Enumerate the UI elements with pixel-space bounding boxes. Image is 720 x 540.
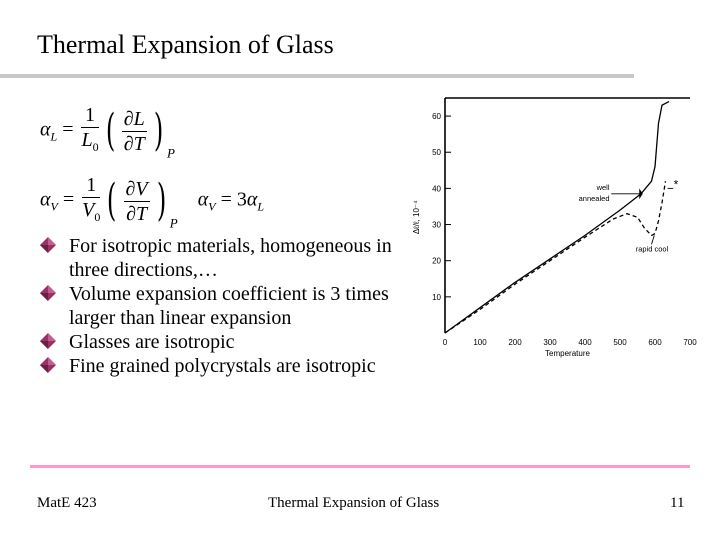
inverse-volume-fraction: 1 V0 [82, 173, 101, 229]
diamond-bullet-icon [40, 333, 56, 349]
x-tick-label: 700 [683, 338, 697, 347]
x-tick-label: 200 [508, 338, 522, 347]
relation-alpha-v-subscript: V [208, 199, 216, 214]
title-divider [0, 74, 634, 78]
denominator-subscript: 0 [94, 210, 101, 224]
x-tick-label: 500 [613, 338, 627, 347]
bullet-item: For isotropic materials, homogeneous in … [40, 234, 420, 282]
alpha-symbol: α [40, 118, 51, 141]
relation-equals-three: = 3 [220, 188, 247, 211]
fraction-numerator: 1 [81, 103, 99, 128]
constant-pressure-subscript: P [169, 215, 178, 231]
bullet-item: Volume expansion coefficient is 3 times … [40, 282, 420, 330]
x-tick-label: 300 [543, 338, 557, 347]
footer-title: Thermal Expansion of Glass [268, 495, 440, 511]
x-tick-label: 0 [443, 338, 448, 347]
well-annealed-arrowhead [639, 188, 643, 200]
alpha-subscript: V [50, 199, 58, 214]
bullet-text: Glasses are isotropic [69, 331, 235, 353]
denominator-subscript: 0 [92, 140, 99, 154]
y-tick-label: 50 [432, 148, 441, 157]
constant-pressure-subscript: P [166, 145, 175, 161]
diamond-bullet-icon [40, 285, 56, 301]
x-tick-label: 600 [648, 338, 662, 347]
alpha-subscript: L [50, 129, 58, 144]
rapid-cool-series-line [444, 181, 667, 334]
derivative-denominator: ∂T [123, 132, 145, 155]
y-tick-label: 20 [432, 257, 441, 266]
y-tick-label: 40 [432, 184, 441, 193]
bullet-item: Fine grained polycrystals are isotropic [40, 354, 420, 378]
x-tick-label: 400 [578, 338, 592, 347]
slide-title: Thermal Expansion of Glass [37, 30, 334, 59]
annotation-well-annealed-line2: annealed [579, 194, 610, 203]
derivative-denominator: ∂T [126, 202, 148, 225]
partial-derivative-fraction: ∂L ∂T [121, 107, 147, 156]
volume-expansion-formula: αV = 1 V0 ( ∂V ∂T ) P αV = 3αL [40, 173, 265, 231]
diamond-bullet-icon [40, 357, 56, 373]
y-tick-label: 10 [432, 293, 441, 302]
bullet-text: For isotropic materials, homogeneous in … [69, 235, 392, 281]
bullet-item: Glasses are isotropic [40, 330, 420, 354]
y-tick-label: 60 [432, 112, 441, 121]
bullet-list: For isotropic materials, homogeneous in … [40, 234, 420, 378]
bullet-text: Volume expansion coefficient is 3 times … [69, 283, 389, 329]
x-axis-label: Temperature [545, 349, 590, 358]
y-axis-label: Δℓ/ℓ, 10⁻⁴ [412, 200, 421, 234]
annotation-rapid-cool: rapid cool [636, 245, 669, 254]
rapid-cool-arrow [651, 235, 655, 245]
derivative-numerator: ∂L [121, 107, 147, 132]
fraction-denominator: V [82, 199, 95, 221]
footer-divider [30, 465, 690, 468]
fraction-numerator: 1 [82, 173, 101, 198]
equals-sign: = [62, 188, 75, 211]
annotation-well-annealed: well [596, 183, 610, 192]
derivative-numerator: ∂V [123, 177, 150, 202]
partial-derivative-fraction: ∂V ∂T [123, 177, 150, 226]
footer-course: MatE 423 [37, 495, 97, 511]
relation-alpha-l-subscript: L [257, 199, 265, 214]
relation-alpha-v: α [197, 188, 209, 211]
fraction-denominator: L [81, 129, 93, 151]
y-tick-label: 30 [432, 221, 441, 230]
linear-expansion-formula: αL = 1 L0 ( ∂L ∂T ) P [40, 103, 175, 161]
well-annealed-series-line [444, 101, 670, 334]
diamond-bullet-icon [40, 237, 56, 253]
alpha-symbol: α [40, 188, 51, 211]
bullet-text: Fine grained polycrystals are isotropic [69, 355, 376, 377]
x-tick-label: 100 [473, 338, 487, 347]
relation-alpha-l: α [246, 188, 258, 211]
annotation-asterisk: * [674, 177, 679, 191]
equals-sign: = [62, 118, 74, 141]
page-number: 11 [670, 495, 685, 511]
inverse-length-fraction: 1 L0 [81, 103, 99, 159]
